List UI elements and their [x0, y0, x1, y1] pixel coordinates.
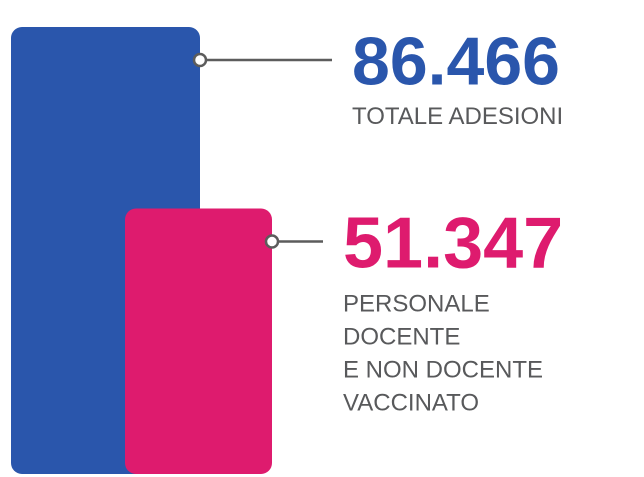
category-label-2-line-1: PERSONALE — [343, 291, 490, 318]
category-label-2-line-2: DOCENTE — [343, 324, 460, 351]
category-label-2-line-3: E NON DOCENTE — [343, 357, 543, 384]
category-label-1-line-1: TOTALE ADESIONI — [352, 103, 563, 130]
labels: 86.466 TOTALE ADESIONI 51.347 PERSONALE DOCE… — [343, 23, 563, 416]
value-label-1: 86.466 — [352, 23, 560, 99]
connectors — [192, 52, 332, 249]
connector-dot-2 — [264, 234, 280, 249]
value-label-2: 51.347 — [343, 203, 563, 283]
bar-2 — [125, 208, 272, 475]
category-label-2-line-4: VACCINATO — [343, 390, 479, 417]
bars — [11, 27, 272, 475]
connector-dot-1 — [192, 52, 208, 68]
